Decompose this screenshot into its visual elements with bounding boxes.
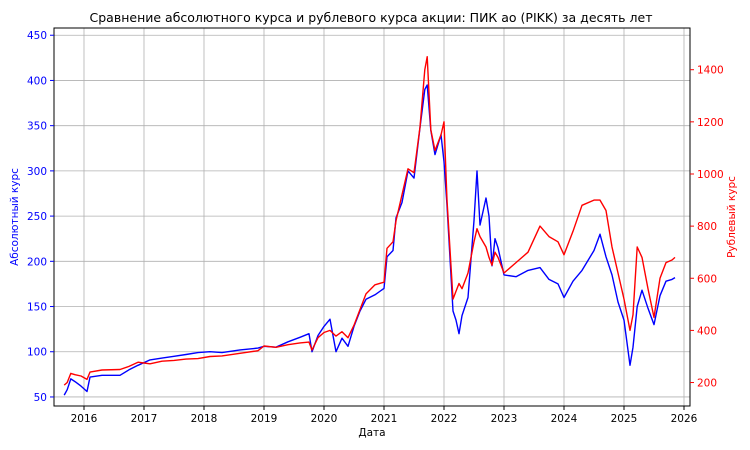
right-y-tick-label: 400 [697, 325, 717, 337]
x-tick-label: 2021 [371, 413, 398, 425]
x-tick-label: 2020 [311, 413, 338, 425]
x-tick-label: 2025 [611, 413, 638, 425]
left-y-tick-label: 300 [27, 166, 47, 178]
x-axis: 2016 2017 2018 2019 2020 2021 2022 2023 2024 2025… [71, 406, 698, 425]
ruble-price-line [63, 56, 676, 386]
right-y-tick-label: 800 [697, 221, 717, 233]
x-axis-label: Дата [358, 427, 385, 439]
left-y-tick-label: 200 [27, 256, 47, 268]
left-y-axis-label: Абсолютный курс [9, 168, 21, 266]
left-y-tick-label: 150 [27, 302, 47, 314]
x-tick-label: 2024 [551, 413, 578, 425]
left-y-tick-label: 50 [34, 392, 47, 404]
x-tick-label: 2023 [491, 413, 518, 425]
x-tick-label: 2019 [251, 413, 278, 425]
right-y-tick-label: 1400 [697, 65, 724, 77]
x-tick-label: 2026 [671, 413, 698, 425]
x-tick-label: 2018 [191, 413, 218, 425]
x-tick-label: 2016 [71, 413, 98, 425]
absolute-price-line [63, 84, 676, 396]
left-y-axis: 50 100 150 200 250 300 350 400 450 [27, 30, 54, 404]
right-y-tick-label: 200 [697, 378, 717, 390]
left-y-tick-label: 450 [27, 30, 47, 42]
left-y-tick-label: 400 [27, 75, 47, 87]
x-tick-label: 2017 [131, 413, 158, 425]
right-y-tick-label: 1000 [697, 169, 724, 181]
chart-title: Сравнение абсолютного курса и рублевого … [90, 10, 653, 25]
right-y-tick-label: 600 [697, 273, 717, 285]
right-y-axis: 200 400 600 800 1000 1200 1400 [690, 65, 724, 390]
grid [54, 28, 690, 406]
left-y-tick-label: 350 [27, 121, 47, 133]
series-lines [63, 56, 676, 396]
x-tick-label: 2022 [431, 413, 458, 425]
right-y-tick-label: 1200 [697, 117, 724, 129]
plot-frame [53, 27, 691, 407]
left-y-tick-label: 250 [27, 211, 47, 223]
left-y-tick-label: 100 [27, 347, 47, 359]
right-y-axis-label: Рублевый курс [726, 176, 738, 258]
